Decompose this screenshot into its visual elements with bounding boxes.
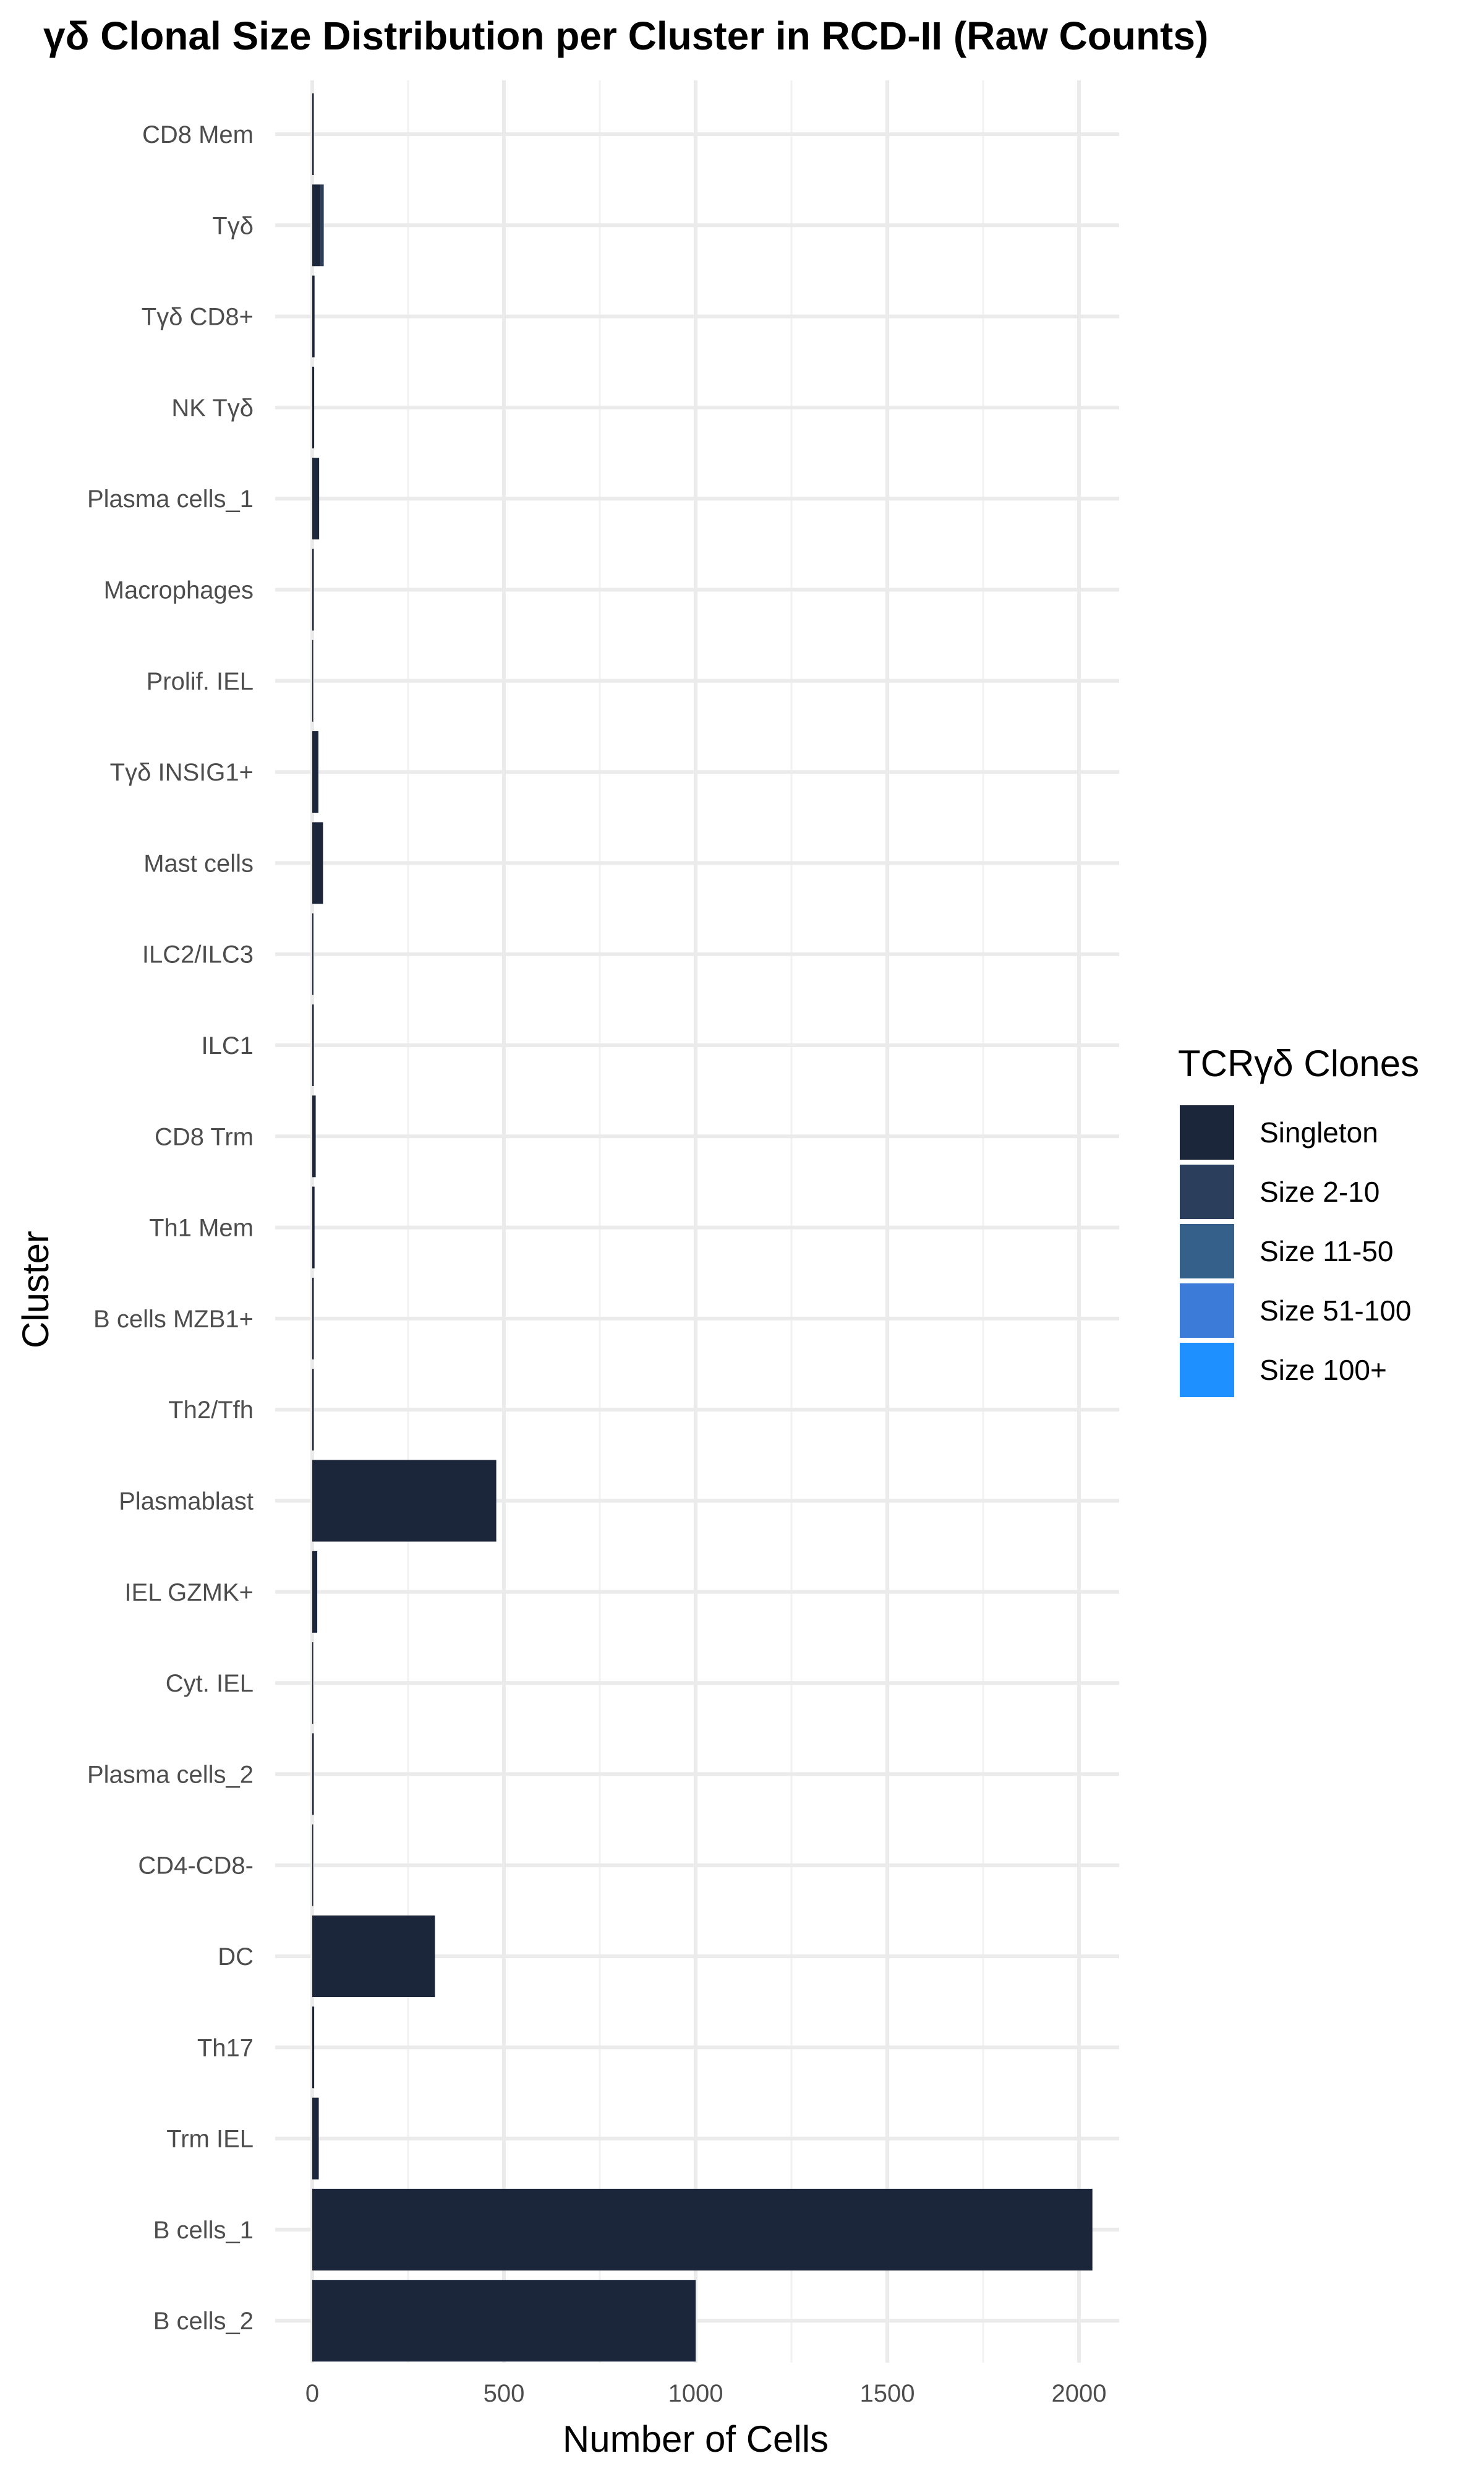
bar-segment (312, 1733, 314, 1815)
bar-segment (312, 2280, 696, 2362)
bar-segment (312, 93, 314, 175)
x-axis-title: Number of Cells (563, 2418, 829, 2460)
legend-swatch (1180, 1283, 1234, 1338)
bar-segment (312, 1095, 316, 1178)
chart-title: γδ Clonal Size Distribution per Cluster … (43, 14, 1208, 58)
y-tick-label: Th2/Tfh (168, 1397, 254, 1424)
bar-segment (320, 184, 324, 267)
bar-segment (312, 1369, 314, 1451)
grid-major (275, 80, 1119, 2363)
x-tick-label: 2000 (1052, 2380, 1107, 2407)
legend-swatch (1180, 1165, 1234, 1219)
y-tick-label: Trm IEL (166, 2126, 254, 2153)
legend-swatch (1180, 1105, 1234, 1160)
legend-swatch (1180, 1224, 1234, 1278)
legend: TCRγδ Clones Singleton Size 2-10 Size 11-5… (1178, 1043, 1419, 1397)
y-tick-label: IEL GZMK+ (124, 1579, 254, 1606)
legend-label: Size 11-50 (1260, 1235, 1394, 1267)
legend-title: TCRγδ Clones (1178, 1043, 1419, 1084)
y-tick-label: Plasma cells_2 (87, 1761, 254, 1788)
bar-segment (312, 1642, 313, 1724)
y-tick-label: Tγδ CD8+ (142, 304, 254, 331)
legend-label: Singleton (1260, 1116, 1378, 1149)
bar-segment (312, 1824, 313, 1906)
y-tick-label: B cells MZB1+ (93, 1306, 254, 1333)
bar-segment (312, 2006, 315, 2089)
bar-segment (312, 1186, 315, 1269)
bar-segment (312, 366, 315, 448)
legend-items: Singleton Size 2-10 Size 11-50 Size 51-100 S… (1180, 1105, 1412, 1397)
y-tick-label: Macrophages (104, 577, 254, 604)
category-labels: CD8 Mem Tγδ Tγδ CD8+ NK Tγδ Plasma cells_1 Ma… (87, 121, 254, 2335)
legend-label: Size 100+ (1260, 1354, 1387, 1386)
y-tick-label: Th1 Mem (149, 1215, 254, 1242)
y-tick-label: ILC1 (202, 1032, 254, 1059)
bar-segment (312, 640, 313, 722)
bar-segment (312, 275, 315, 357)
y-tick-label: Th17 (197, 2034, 254, 2061)
legend-label: Size 2-10 (1260, 1176, 1380, 1208)
bar-segment (312, 184, 321, 267)
y-tick-label: Cyt. IEL (166, 1670, 254, 1697)
bar-segment (312, 1551, 318, 1633)
bar-segment (312, 2097, 319, 2180)
y-tick-label: NK Tγδ (171, 395, 254, 422)
bar-segment (312, 2188, 1093, 2271)
y-tick-label: B cells_2 (153, 2308, 254, 2335)
y-tick-label: Plasma cells_1 (87, 486, 254, 513)
y-tick-label: Plasmablast (119, 1488, 254, 1515)
y-tick-label: CD8 Mem (142, 121, 254, 148)
x-tick-label: 500 (484, 2380, 525, 2407)
y-tick-label: CD8 Trm (155, 1123, 254, 1150)
y-tick-label: Tγδ (212, 212, 254, 239)
y-tick-label: ILC2/ILC3 (142, 941, 254, 969)
y-tick-label: Tγδ INSIG1+ (110, 759, 254, 786)
bar-segment (312, 1004, 314, 1086)
y-tick-label: Mast cells (143, 850, 254, 877)
y-tick-label: DC (218, 1943, 254, 1971)
x-tick-label: 1500 (860, 2380, 915, 2407)
bar-segment (312, 731, 318, 813)
x-tick-label: 1000 (668, 2380, 723, 2407)
x-tick-label: 0 (305, 2380, 319, 2407)
bar-segment (312, 1460, 497, 1542)
bar-segment (312, 1277, 314, 1359)
y-tick-label: Prolif. IEL (147, 668, 254, 695)
y-tick-label: B cells_1 (153, 2217, 254, 2244)
bar-segment (312, 549, 314, 631)
bar-segment (312, 458, 320, 540)
bars (312, 93, 1093, 2362)
bar-segment (312, 913, 313, 995)
x-tick-labels: 0 500 1000 1500 2000 (305, 2380, 1107, 2407)
y-tick-label: CD4-CD8- (138, 1852, 254, 1880)
legend-swatch (1180, 1343, 1234, 1397)
y-axis-title: Cluster (15, 1231, 56, 1348)
bar-segment (312, 1915, 435, 1997)
bar-segment (312, 822, 323, 904)
legend-label: Size 51-100 (1260, 1295, 1412, 1327)
